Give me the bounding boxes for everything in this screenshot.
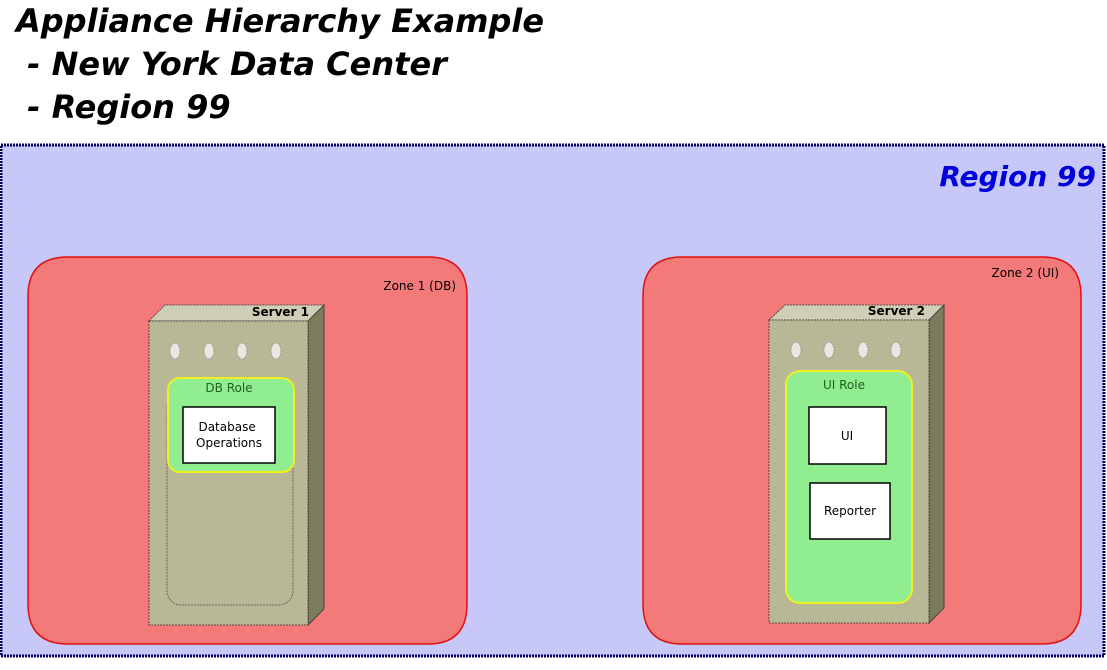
title-line-2: - New York Data Center (16, 45, 447, 83)
diagram-title: Appliance Hierarchy Example - New York D… (16, 0, 544, 129)
title-line-1: Appliance Hierarchy Example (16, 2, 545, 40)
zone-1-db: Zone 1 (DB) Server 1 DB Role Database Op… (27, 256, 468, 645)
server-1-indicator-lights (169, 342, 282, 360)
ui-role-label: UI Role (823, 378, 865, 392)
server-1-label: Server 1 (252, 305, 309, 319)
server-2-label: Server 2 (868, 304, 925, 318)
server-1-led (203, 342, 215, 360)
server-1-side (307, 304, 325, 626)
server-2-indicator-lights (790, 341, 902, 359)
ui-component (808, 406, 887, 465)
server-2-led (857, 341, 869, 359)
database-operations-component (182, 406, 276, 464)
server-2-led (823, 341, 835, 359)
zone-2-label: Zone 2 (UI) (992, 266, 1060, 280)
title-line-3: - Region 99 (16, 88, 231, 126)
ui-component-label: UI (841, 429, 853, 443)
server-2: Server 2 UI Role UI Reporter (767, 304, 945, 624)
reporter-component (809, 482, 891, 540)
server-1-led (169, 342, 181, 360)
server-1-led (236, 342, 248, 360)
server-1: Server 1 DB Role Database Operations (148, 304, 325, 626)
server-2-side (928, 304, 945, 624)
db-role-label: DB Role (205, 381, 252, 395)
region-label: Region 99 (939, 160, 1096, 193)
zone-1-label: Zone 1 (DB) (383, 279, 456, 293)
server-2-led (790, 341, 802, 359)
reporter-component-label: Reporter (824, 504, 876, 518)
zone-2-ui: Zone 2 (UI) Server 2 UI Role UI Reporter (642, 256, 1082, 645)
server-1-led (270, 342, 282, 360)
database-operations-label: Database Operations (196, 420, 262, 450)
server-2-led (890, 341, 902, 359)
